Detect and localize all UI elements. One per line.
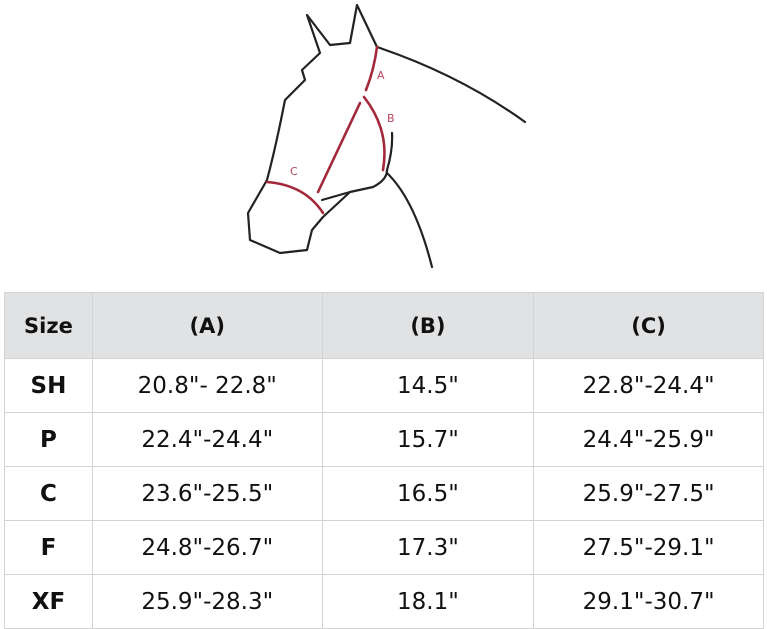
cell-b: 16.5" bbox=[321, 466, 535, 521]
header-a: (A) bbox=[91, 292, 323, 359]
cell-size: F bbox=[4, 520, 93, 575]
header-b: (B) bbox=[321, 292, 535, 359]
label-c: C bbox=[290, 165, 298, 178]
horse-head-diagram: A B C bbox=[246, 3, 527, 269]
header-size: Size bbox=[4, 292, 93, 359]
cell-c: 22.8"-24.4" bbox=[533, 358, 764, 413]
cell-a: 25.9"-28.3" bbox=[91, 574, 323, 629]
label-a: A bbox=[377, 69, 385, 82]
cell-c: 24.4"-25.9" bbox=[533, 412, 764, 467]
label-b: B bbox=[387, 112, 395, 125]
cell-a: 22.4"-24.4" bbox=[91, 412, 323, 467]
horse-jaw-line bbox=[320, 190, 352, 202]
horse-throat-line bbox=[385, 171, 434, 269]
cell-b: 17.3" bbox=[321, 520, 535, 575]
cell-size: XF bbox=[4, 574, 93, 629]
table-row: XF 25.9"-28.3" 18.1" 29.1"-30.7" bbox=[4, 574, 764, 629]
cell-b: 18.1" bbox=[321, 574, 535, 629]
measurement-a-line bbox=[364, 45, 379, 92]
table-row: F 24.8"-26.7" 17.3" 27.5"-29.1" bbox=[4, 520, 764, 575]
cell-size: P bbox=[4, 412, 93, 467]
table-row: P 22.4"-24.4" 15.7" 24.4"-25.9" bbox=[4, 412, 764, 467]
cell-a: 23.6"-25.5" bbox=[91, 466, 323, 521]
size-chart-table: Size (A) (B) (C) SH 20.8"- 22.8" 14.5" 22.8… bbox=[4, 292, 764, 629]
horse-head-outline bbox=[246, 3, 394, 255]
cell-c: 29.1"-30.7" bbox=[533, 574, 764, 629]
cell-size: SH bbox=[4, 358, 93, 413]
table-row: SH 20.8"- 22.8" 14.5" 22.8"-24.4" bbox=[4, 358, 764, 413]
cell-c: 25.9"-27.5" bbox=[533, 466, 764, 521]
horse-neck-line bbox=[375, 45, 527, 124]
browband-line bbox=[316, 101, 362, 194]
cell-b: 15.7" bbox=[321, 412, 535, 467]
table-header-row: Size (A) (B) (C) bbox=[4, 292, 764, 359]
cell-c: 27.5"-29.1" bbox=[533, 520, 764, 575]
cell-size: C bbox=[4, 466, 93, 521]
cell-b: 14.5" bbox=[321, 358, 535, 413]
cell-a: 24.8"-26.7" bbox=[91, 520, 323, 575]
measurement-b-line bbox=[362, 95, 386, 172]
measurement-c-line bbox=[265, 180, 325, 215]
table-row: C 23.6"-25.5" 16.5" 25.9"-27.5" bbox=[4, 466, 764, 521]
cell-a: 20.8"- 22.8" bbox=[91, 358, 323, 413]
header-c: (C) bbox=[533, 292, 764, 359]
